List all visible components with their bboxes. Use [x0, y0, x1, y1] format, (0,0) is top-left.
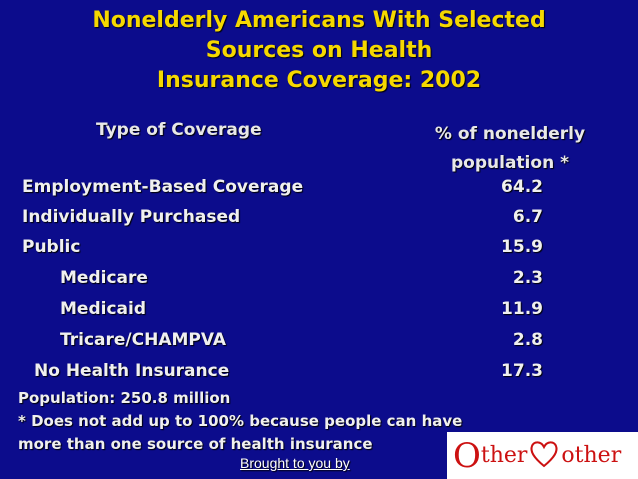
- table-row: Employment-Based Coverage 64.2: [0, 177, 638, 208]
- row-label: Public: [22, 237, 81, 257]
- table-row: Public 15.9: [0, 237, 638, 268]
- column-header-percent-line-1: % of nonelderly: [434, 124, 586, 144]
- table-row: Tricare/CHAMPVA 2.8: [0, 330, 638, 361]
- table-row: Medicare 2.3: [0, 268, 638, 299]
- row-value: 64.2: [501, 177, 543, 197]
- logo-big-o: O: [453, 435, 481, 476]
- table-row: No Health Insurance 17.3: [0, 361, 638, 392]
- row-value: 17.3: [501, 361, 543, 381]
- slide-title: Nonelderly Americans With Selected Sourc…: [0, 6, 638, 96]
- logo-word-other: ther: [480, 442, 528, 468]
- title-line-2: Sources on Health: [205, 38, 433, 63]
- row-label: Medicare: [60, 268, 148, 288]
- row-value: 15.9: [501, 237, 543, 257]
- table-row: Medicaid 11.9: [0, 299, 638, 330]
- row-label: Tricare/CHAMPVA: [60, 330, 227, 350]
- row-label: Individually Purchased: [22, 207, 241, 227]
- footnote-line-1: * Does not add up to 100% because people…: [18, 412, 463, 430]
- brought-to-you-by-link[interactable]: Brought to you by: [240, 455, 350, 471]
- row-value: 11.9: [501, 299, 543, 319]
- population-note: Population: 250.8 million: [18, 389, 231, 407]
- row-label: No Health Insurance: [34, 361, 230, 381]
- footnote-line-2: more than one source of health insurance: [18, 435, 373, 453]
- title-line-1: Nonelderly Americans With Selected: [92, 8, 546, 33]
- column-header-percent: % of nonelderly population *: [405, 120, 615, 178]
- title-line-3: Insurance Coverage: 2002: [156, 68, 482, 93]
- table-row: Individually Purchased 6.7: [0, 207, 638, 238]
- other-mother-logo: O ther other: [447, 432, 638, 479]
- heart-icon: [529, 440, 559, 472]
- row-label: Employment-Based Coverage: [22, 177, 304, 197]
- row-value: 2.3: [512, 268, 543, 288]
- row-value: 2.8: [512, 330, 543, 350]
- row-value: 6.7: [512, 207, 543, 227]
- logo-word-mother: other: [561, 442, 622, 468]
- column-header-percent-line-2: population *: [451, 153, 569, 173]
- row-label: Medicaid: [60, 299, 146, 319]
- column-header-type: Type of Coverage: [96, 120, 262, 140]
